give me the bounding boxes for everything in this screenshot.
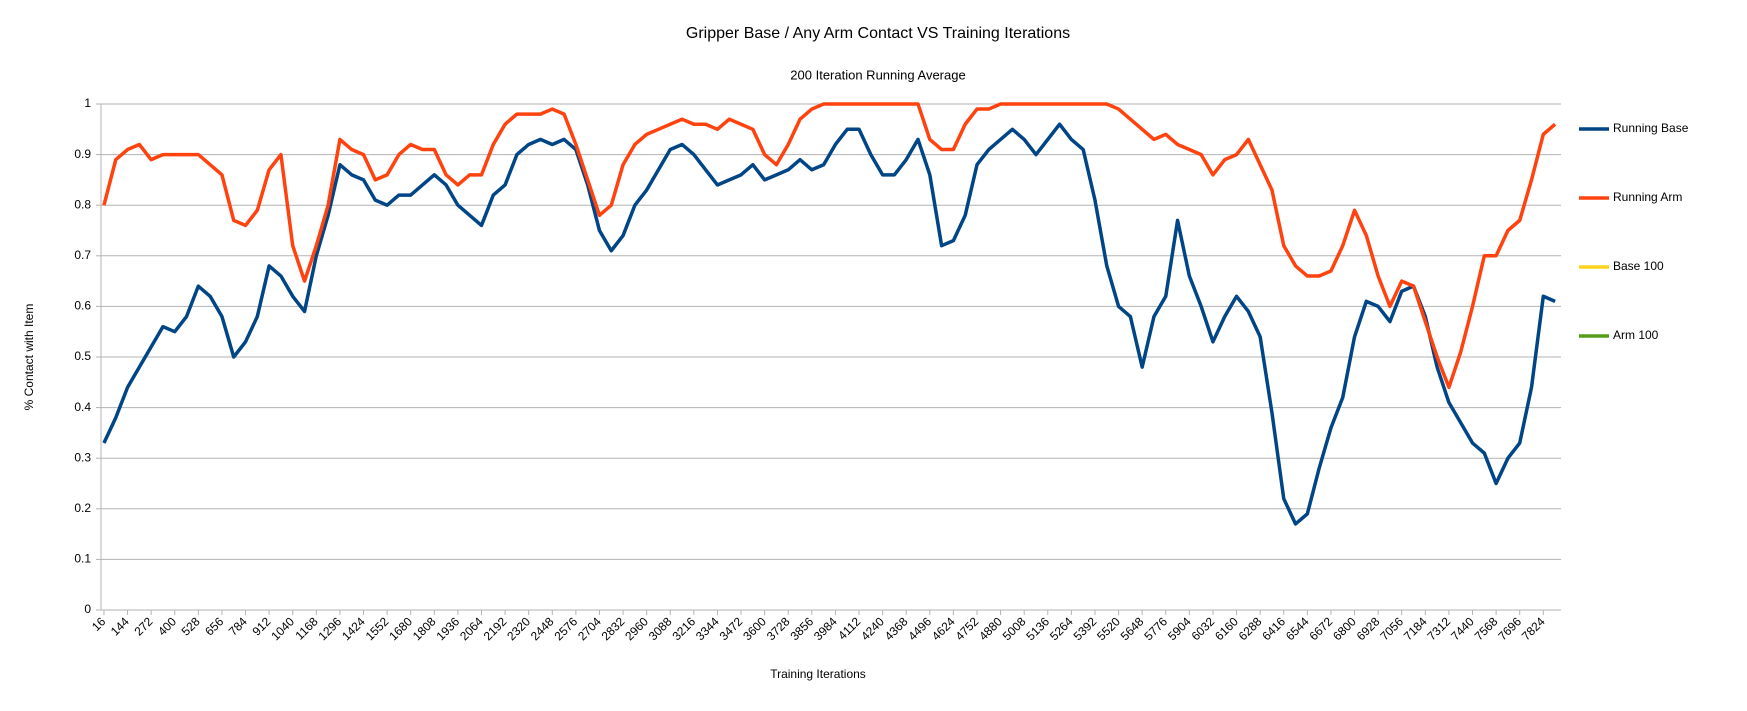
y-tick-label: 1 (84, 96, 91, 110)
x-tick-label: 6800 (1330, 614, 1359, 643)
y-tick-label: 0.8 (74, 197, 91, 211)
x-tick-label: 7056 (1377, 614, 1406, 643)
x-tick-label: 1680 (386, 614, 415, 643)
y-axis-label: % Contact with Item (22, 304, 36, 411)
x-tick-label: 6928 (1354, 614, 1383, 643)
x-tick-label: 1040 (268, 614, 297, 643)
legend-label: Base 100 (1613, 259, 1664, 273)
x-tick-label: 2832 (599, 614, 628, 643)
legend-label: Running Arm (1613, 190, 1682, 204)
x-tick-label: 3344 (693, 614, 722, 643)
x-tick-label: 6544 (1283, 614, 1312, 643)
x-tick-label: 7184 (1401, 614, 1430, 643)
x-tick-label: 5776 (1141, 614, 1170, 643)
x-tick-label: 3600 (740, 614, 769, 643)
x-tick-label: 5008 (1000, 614, 1029, 643)
x-tick-label: 2448 (528, 614, 557, 643)
x-tick-label: 7696 (1495, 614, 1524, 643)
x-tick-label: 6288 (1236, 614, 1265, 643)
x-tick-label: 6672 (1307, 614, 1336, 643)
x-tick-label: 16 (89, 614, 109, 634)
x-tick-label: 4624 (929, 614, 958, 643)
x-tick-label: 4368 (882, 614, 911, 643)
data-line (102, 122, 1556, 526)
x-axis-label: Training Iterations (770, 667, 866, 681)
legend-label: Arm 100 (1613, 328, 1659, 342)
y-tick-label: 0.6 (74, 299, 91, 313)
x-tick-label: 144 (108, 614, 132, 638)
x-tick-label: 1552 (363, 614, 392, 643)
x-tick-label: 4752 (953, 614, 982, 643)
x-tick-label: 6032 (1189, 614, 1218, 643)
x-tick-label: 7312 (1425, 614, 1454, 643)
x-tick-label: 2576 (551, 614, 580, 643)
x-tick-label: 2704 (575, 614, 604, 643)
x-tick-label: 3984 (811, 614, 840, 643)
x-tick-label: 4880 (976, 614, 1005, 643)
x-tick-label: 1424 (339, 614, 368, 643)
x-tick-label: 3856 (787, 614, 816, 643)
x-tick-label: 528 (179, 614, 203, 638)
x-tick-label: 3728 (764, 614, 793, 643)
x-tick-label: 656 (202, 614, 226, 638)
chart-subtitle: 200 Iteration Running Average (790, 67, 965, 82)
x-tick-label: 5136 (1023, 614, 1052, 643)
legend-label: Running Base (1613, 121, 1689, 135)
y-tick-label: 0.7 (74, 248, 91, 262)
x-tick-label: 400 (155, 614, 179, 638)
x-tick-label: 5264 (1047, 614, 1076, 643)
chart-title: Gripper Base / Any Arm Contact VS Traini… (686, 25, 1070, 42)
x-tick-label: 6416 (1259, 614, 1288, 643)
x-tick-label: 6160 (1212, 614, 1241, 643)
x-tick-label: 272 (131, 614, 155, 638)
x-tick-label: 7440 (1448, 614, 1477, 643)
x-tick-label: 5392 (1071, 614, 1100, 643)
x-tick-label: 3472 (717, 614, 746, 643)
y-tick-label: 0.4 (74, 400, 91, 414)
y-tick-label: 0.2 (74, 501, 91, 515)
x-tick-label: 1936 (433, 614, 462, 643)
x-tick-label: 7568 (1472, 614, 1501, 643)
x-tick-label: 1808 (410, 614, 439, 643)
x-tick-label: 3216 (669, 614, 698, 643)
y-tick-label: 0 (84, 602, 91, 616)
x-tick-label: 4496 (905, 614, 934, 643)
x-tick-label: 2960 (622, 614, 651, 643)
y-tick-label: 0.3 (74, 450, 91, 464)
y-tick-label: 0.1 (74, 552, 91, 566)
x-tick-label: 7824 (1519, 614, 1548, 643)
x-tick-label: 4112 (835, 614, 863, 642)
x-tick-label: 1168 (293, 614, 321, 642)
x-tick-label: 5904 (1165, 614, 1194, 643)
x-tick-label: 2320 (504, 614, 533, 643)
x-tick-label: 784 (226, 614, 250, 638)
x-tick-label: 5520 (1094, 614, 1123, 643)
x-tick-label: 3088 (646, 614, 675, 643)
x-tick-label: 5648 (1118, 614, 1147, 643)
x-tick-label: 4240 (858, 614, 887, 643)
x-tick-label: 2064 (457, 614, 486, 643)
y-tick-label: 0.5 (74, 349, 91, 363)
x-tick-label: 2192 (481, 614, 510, 643)
data-line (102, 102, 1557, 390)
y-tick-label: 0.9 (74, 147, 91, 161)
x-tick-label: 1296 (315, 614, 344, 643)
